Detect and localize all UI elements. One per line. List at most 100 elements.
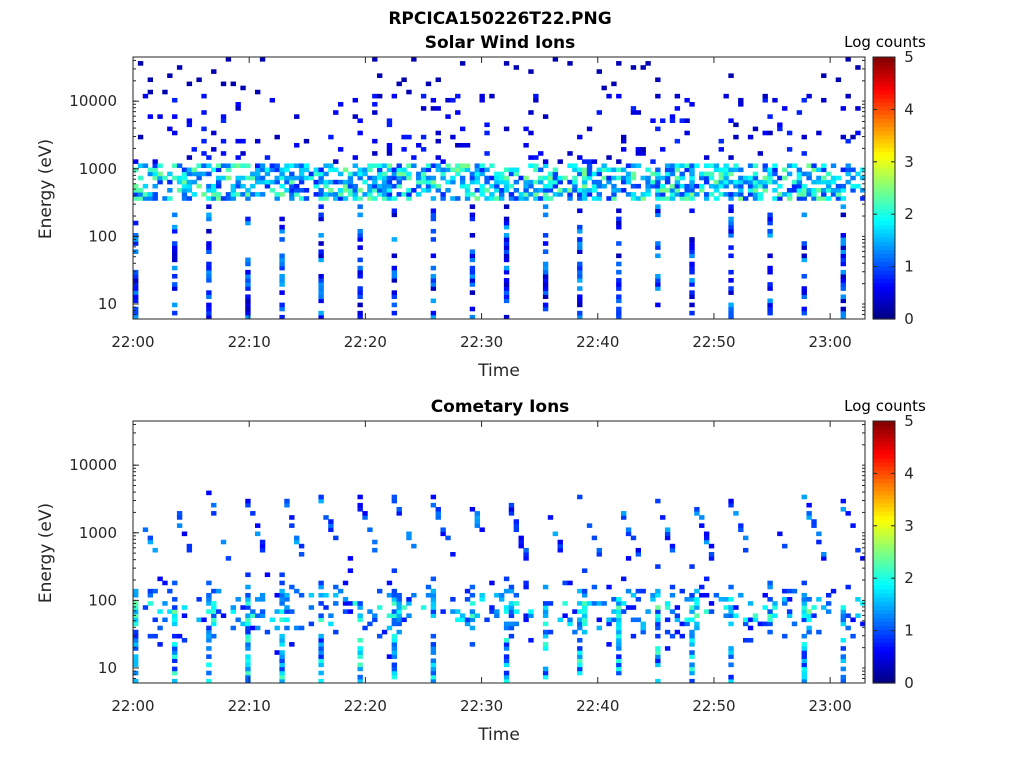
heatmap-cell (728, 678, 734, 684)
heatmap-cell (245, 498, 251, 504)
heatmap-cell (499, 188, 505, 193)
heatmap-cell (474, 188, 480, 193)
heatmap-cell (333, 629, 339, 635)
colorbar-segment (873, 134, 895, 140)
heatmap-cell (220, 151, 227, 156)
heatmap-cell (767, 613, 773, 618)
colorbar-segment (873, 253, 895, 259)
heatmap-cell (416, 171, 422, 177)
heatmap-cell (430, 576, 437, 582)
heatmap-cell (391, 568, 398, 573)
heatmap-cell (469, 314, 476, 320)
heatmap-cell (523, 196, 529, 201)
heatmap-cell (660, 192, 666, 197)
heatmap-cell (215, 179, 222, 185)
heatmap-cell (503, 658, 510, 664)
heatmap-cell (767, 282, 773, 287)
heatmap-cell (503, 314, 510, 320)
heatmap-cell (728, 597, 734, 602)
heatmap-cell (357, 613, 363, 618)
heatmap-cell (250, 192, 256, 197)
heatmap-cell (840, 498, 846, 504)
heatmap-cell (245, 674, 251, 680)
colorbar-segment (873, 142, 895, 148)
colorbar-segment (873, 523, 895, 529)
heatmap-cell (616, 646, 622, 651)
colorbar-tick-label: 2 (904, 569, 914, 587)
heatmap-cell (786, 588, 793, 594)
heatmap-cell (318, 310, 324, 316)
heatmap-cell (503, 625, 510, 631)
heatmap-cell (679, 588, 685, 594)
heatmap-cell (240, 605, 246, 610)
heatmap-cell (469, 642, 476, 647)
heatmap-cell (786, 609, 793, 614)
heatmap-cell (782, 588, 788, 594)
heatmap-cell (821, 73, 827, 78)
heatmap-cell (211, 502, 217, 508)
heatmap-cell (513, 65, 520, 70)
heatmap-cell (752, 613, 759, 618)
heatmap-cell (372, 539, 378, 545)
colorbar-segment (873, 269, 895, 275)
heatmap-cell (411, 188, 417, 193)
heatmap-cell (420, 147, 427, 152)
heatmap-cell (542, 674, 549, 680)
heatmap-cell (430, 163, 437, 169)
heatmap-cell (318, 592, 324, 598)
heatmap-cell (347, 188, 354, 193)
heatmap-cell (752, 175, 759, 181)
heatmap-cell (494, 171, 500, 177)
heatmap-cell (684, 97, 690, 103)
heatmap-cell (630, 110, 637, 115)
heatmap-cell (860, 556, 866, 561)
heatmap-cell (391, 633, 398, 639)
heatmap-cell (777, 126, 783, 132)
heatmap-cell (635, 547, 642, 553)
heatmap-cell (172, 633, 178, 639)
heatmap-cell (621, 188, 627, 193)
heatmap-cell (630, 175, 637, 181)
heatmap-cell (577, 245, 583, 250)
heatmap-cell (381, 188, 388, 193)
heatmap-cell (625, 556, 632, 561)
heatmap-cell (284, 188, 290, 193)
heatmap-cell (269, 179, 276, 185)
heatmap-cell (201, 126, 207, 132)
heatmap-cell (616, 314, 622, 320)
heatmap-cell (230, 196, 236, 201)
heatmap-cell (655, 498, 661, 504)
heatmap-cell (689, 208, 695, 214)
heatmap-cell (303, 167, 310, 173)
heatmap-cell (274, 163, 280, 169)
heatmap-cell (259, 163, 266, 169)
heatmap-cell (206, 592, 212, 598)
y-tick-label: 100 (88, 591, 117, 609)
heatmap-cell (347, 601, 354, 606)
heatmap-cell (669, 163, 676, 169)
heatmap-cell (294, 539, 300, 545)
heatmap-cell (616, 224, 622, 230)
heatmap-cell (279, 175, 285, 181)
colorbar-segment (873, 278, 895, 283)
heatmap-cell (172, 175, 178, 181)
heatmap-cell (391, 601, 398, 606)
heatmap-cell (728, 233, 734, 238)
heatmap-cell (577, 646, 583, 651)
heatmap-cell (728, 155, 734, 160)
heatmap-cell (601, 167, 607, 173)
heatmap-cell (391, 617, 398, 623)
heatmap-cell (303, 138, 310, 144)
heatmap-cell (567, 196, 573, 201)
heatmap-cell (147, 601, 154, 606)
heatmap-cell (567, 179, 573, 185)
heatmap-cell (503, 204, 510, 209)
heatmap-cell (240, 151, 246, 156)
heatmap-cell (201, 163, 207, 169)
heatmap-cell (577, 298, 583, 304)
colorbar-segment (873, 461, 895, 467)
colorbar-segment (873, 560, 895, 565)
heatmap-cell (830, 192, 837, 197)
heatmap-cell (655, 175, 661, 181)
heatmap-cell (464, 597, 471, 602)
